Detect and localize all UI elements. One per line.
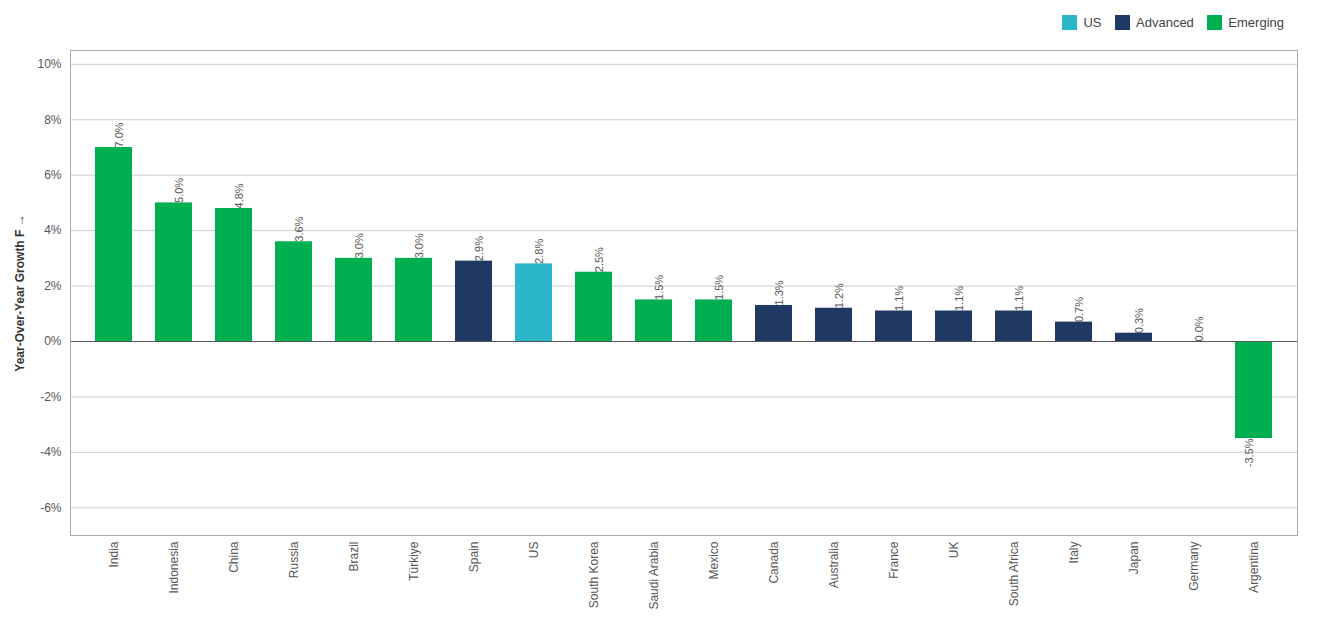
svg-text:2.9%: 2.9% — [473, 236, 485, 261]
svg-text:1.5%: 1.5% — [653, 275, 665, 300]
svg-text:2.5%: 2.5% — [593, 247, 605, 272]
svg-text:Russia: Russia — [287, 541, 301, 578]
svg-text:8%: 8% — [44, 113, 62, 127]
svg-text:Year-Over-Year Growth F →: Year-Over-Year Growth F → — [13, 214, 27, 371]
svg-text:-6%: -6% — [40, 501, 62, 515]
svg-text:3.0%: 3.0% — [413, 233, 425, 258]
svg-text:1.1%: 1.1% — [1013, 286, 1025, 311]
svg-text:7.0%: 7.0% — [113, 122, 125, 147]
svg-text:6%: 6% — [44, 168, 62, 182]
svg-text:-4%: -4% — [40, 445, 62, 459]
svg-text:1.5%: 1.5% — [713, 275, 725, 300]
svg-text:Argentina: Argentina — [1247, 541, 1261, 593]
svg-text:Canada: Canada — [767, 541, 781, 583]
svg-text:Australia: Australia — [827, 541, 841, 588]
svg-text:0.0%: 0.0% — [1193, 316, 1205, 341]
svg-text:0.3%: 0.3% — [1133, 308, 1145, 333]
svg-text:2%: 2% — [44, 279, 62, 293]
svg-text:0.7%: 0.7% — [1073, 297, 1085, 322]
html-text:Emerging: Emerging — [1228, 15, 1284, 30]
svg-text:South Korea: South Korea — [587, 541, 601, 608]
svg-text:10%: 10% — [37, 57, 61, 71]
svg-text:3.0%: 3.0% — [353, 233, 365, 258]
svg-text:5.0%: 5.0% — [173, 178, 185, 203]
svg-text:1.3%: 1.3% — [773, 280, 785, 305]
svg-text:4.8%: 4.8% — [233, 183, 245, 208]
svg-text:Japan: Japan — [1127, 542, 1141, 575]
svg-text:Mexico: Mexico — [707, 541, 721, 579]
svg-text:France: France — [887, 541, 901, 579]
svg-text:-3.5%: -3.5% — [1243, 438, 1255, 467]
svg-text:Germany: Germany — [1187, 542, 1201, 591]
svg-text:3.6%: 3.6% — [293, 216, 305, 241]
svg-text:0%: 0% — [44, 334, 62, 348]
svg-text:1.1%: 1.1% — [893, 286, 905, 311]
svg-text:1.2%: 1.2% — [833, 283, 845, 308]
svg-text:Indonesia: Indonesia — [167, 541, 181, 593]
svg-text:China: China — [227, 541, 241, 573]
svg-text:US: US — [527, 542, 541, 559]
svg-text:2.8%: 2.8% — [533, 239, 545, 264]
svg-text:1.1%: 1.1% — [953, 286, 965, 311]
svg-text:Saudi Arabia: Saudi Arabia — [647, 541, 661, 609]
svg-text:South Africa: South Africa — [1007, 541, 1021, 606]
svg-text:Italy: Italy — [1067, 542, 1081, 564]
svg-text:UK: UK — [947, 542, 961, 559]
svg-text:-2%: -2% — [40, 390, 62, 404]
svg-text:4%: 4% — [44, 223, 62, 237]
svg-text:Türkiye: Türkiye — [407, 541, 421, 581]
svg-text:Brazil: Brazil — [347, 542, 361, 572]
html-text:US: US — [1083, 15, 1102, 30]
svg-text:Spain: Spain — [467, 542, 481, 573]
html-text:Advanced: Advanced — [1136, 15, 1194, 30]
svg-text:India: India — [107, 541, 121, 567]
